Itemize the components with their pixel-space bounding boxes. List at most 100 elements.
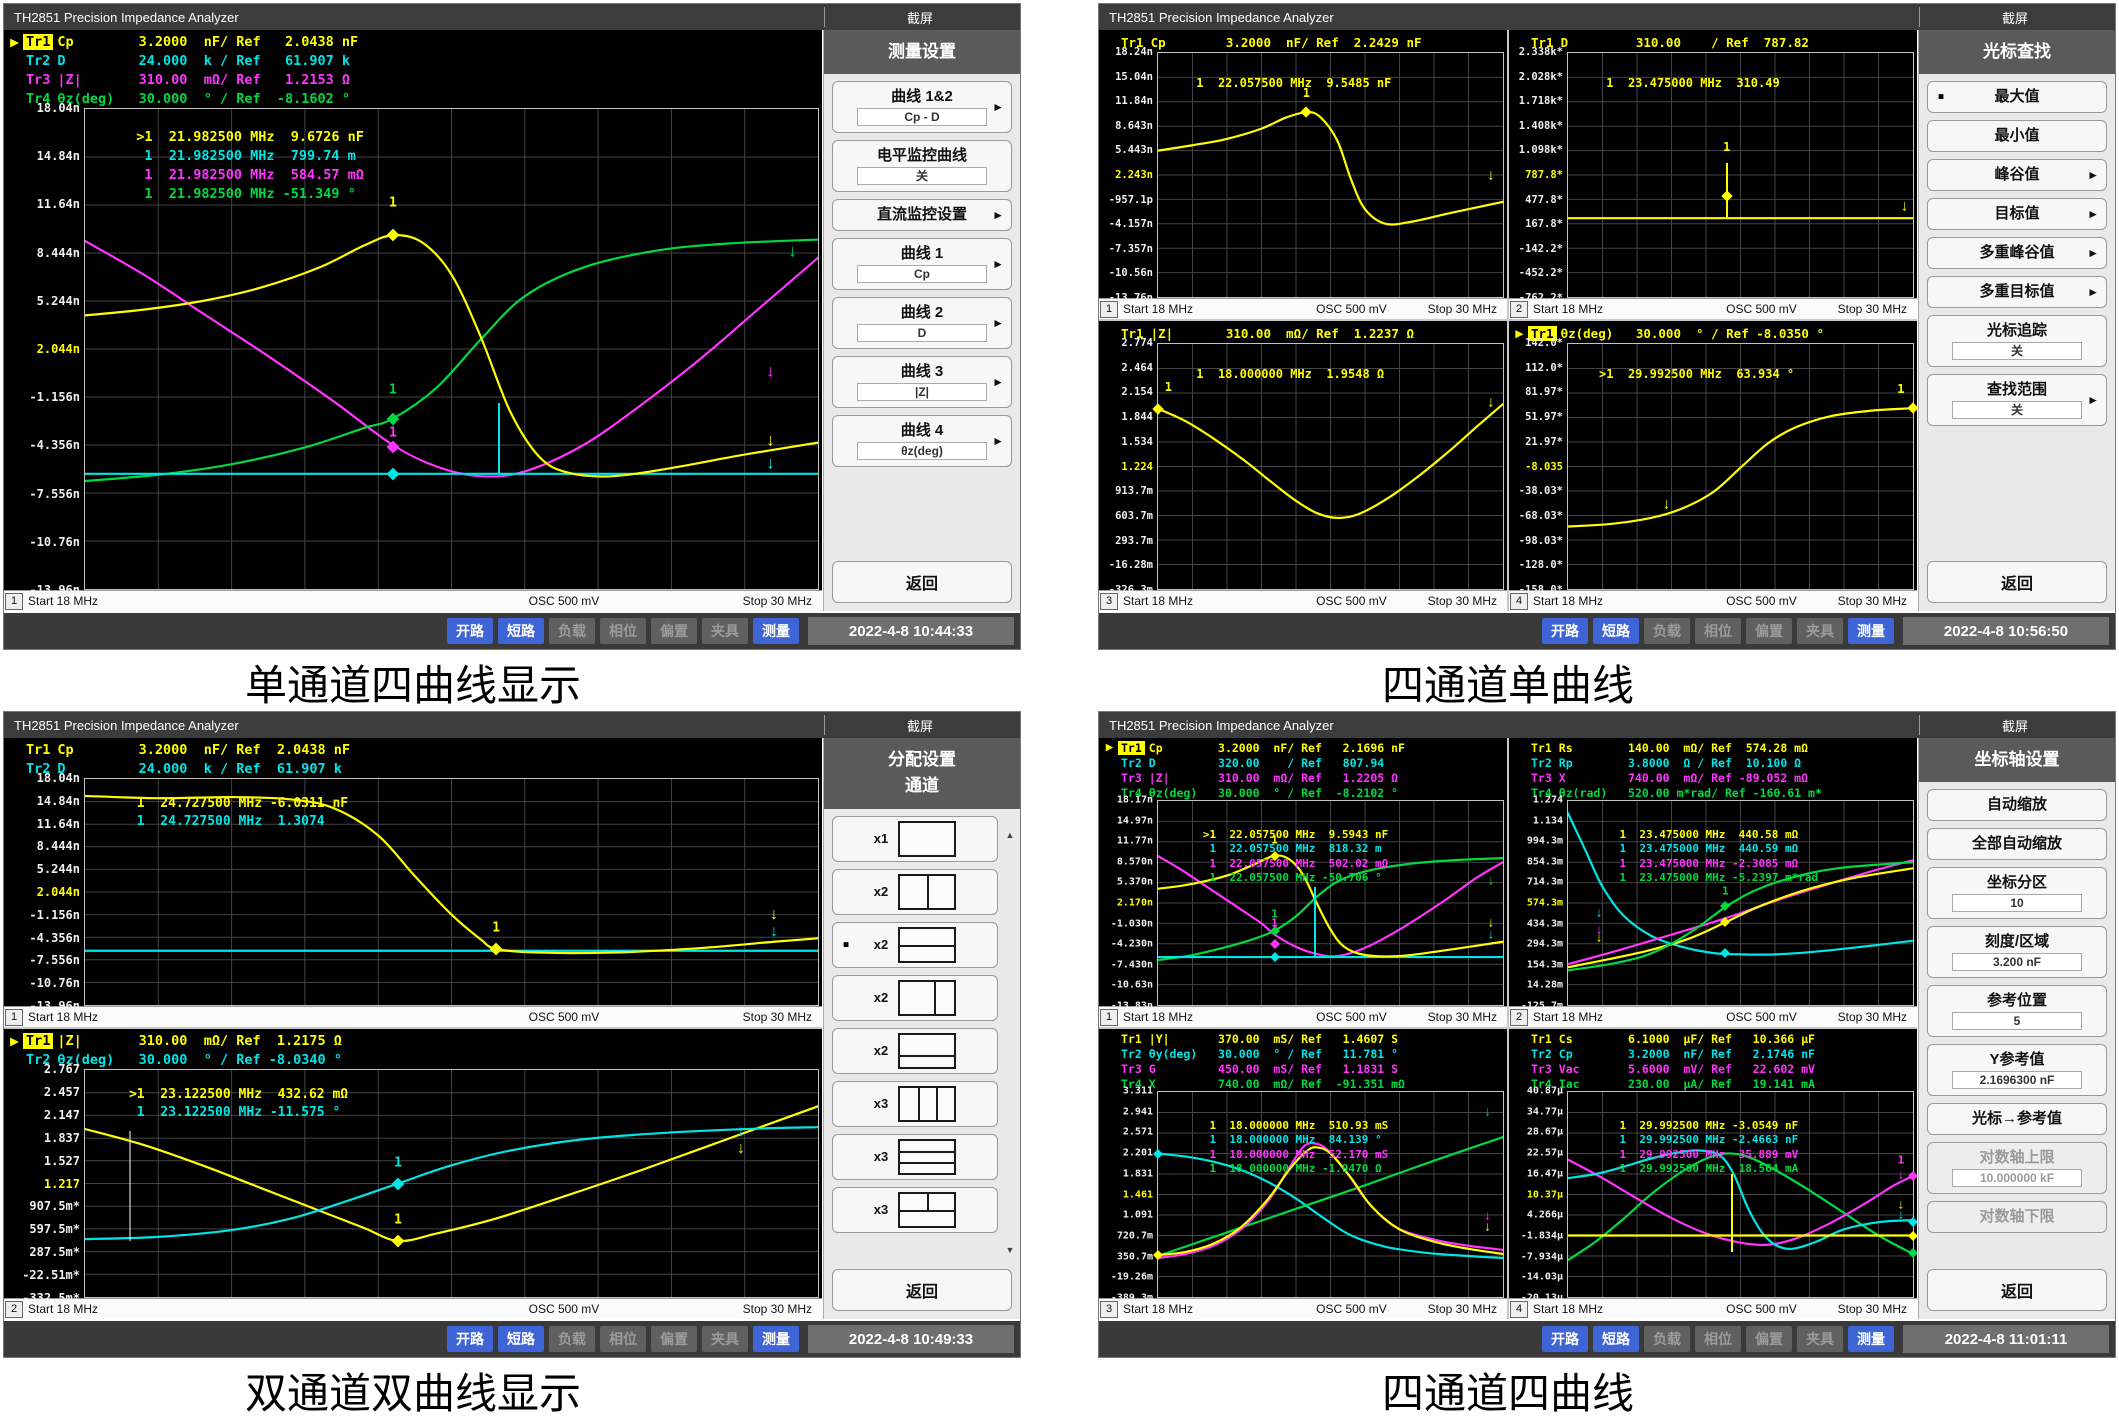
trace-row-1[interactable]: Tr1 Cs 6.1000 µF/ Ref 10.366 µF (1511, 1031, 1917, 1046)
screenshot-button[interactable]: 截屏 (824, 7, 1015, 27)
trace-row-1[interactable]: Tr1 Rs 140.00 mΩ/ Ref 574.28 mΩ (1511, 740, 1917, 755)
screenshot-button[interactable]: 截屏 (1919, 7, 2110, 27)
status-button[interactable]: 偏置 (651, 1326, 697, 1352)
status-button[interactable]: 夹具 (1797, 618, 1843, 644)
trace-row-2[interactable]: Tr2 Rp 3.8000 Ω / Ref 10.100 Ω (1511, 755, 1917, 770)
screenshot-button[interactable]: 截屏 (824, 715, 1015, 735)
menu-item-8[interactable]: x3 (832, 1186, 998, 1233)
status-button[interactable]: 短路 (498, 1326, 544, 1352)
trace-row-1[interactable]: ▶ Tr1 |Z| 310.00 mΩ/ Ref 1.2175 Ω (6, 1031, 822, 1050)
scroll-up-icon[interactable]: ▲ (1005, 830, 1015, 840)
menu-item-5[interactable]: 参考位置 5 (1927, 985, 2107, 1038)
menu-item-1[interactable]: 自动缩放 (1927, 789, 2107, 822)
status-button[interactable]: 相位 (600, 618, 646, 644)
trace-row-3[interactable]: Tr3 |Z| 310.00 mΩ/ Ref 1.2153 Ω (6, 70, 822, 89)
trace-row-4[interactable]: Tr4 θz(deg) 30.000 ° / Ref -8.1602 ° (6, 89, 822, 108)
menu-back-button[interactable]: 返回 (832, 561, 1012, 603)
status-button[interactable]: 负载 (549, 1326, 595, 1352)
menu-item-7[interactable]: 光标追踪关 (1927, 315, 2107, 368)
menu-item-2[interactable]: 电平监控曲线关 (832, 140, 1012, 193)
status-button[interactable]: 相位 (1695, 618, 1741, 644)
status-button[interactable]: 偏置 (1746, 618, 1792, 644)
trace-row-1[interactable]: Tr1 Cp 3.2000 nF/ Ref 2.0438 nF (6, 740, 822, 759)
menu-item-6[interactable]: 多重目标值 ► (1927, 276, 2107, 309)
trace-row-1[interactable]: Tr1 |Z| 310.00 mΩ/ Ref 1.2237 Ω (1101, 323, 1507, 343)
status-button[interactable]: 测量 (1848, 618, 1894, 644)
menu-item-6[interactable]: Y参考值 2.1696300 nF (1927, 1044, 2107, 1097)
trace-row-1[interactable]: ▶ Tr1 θz(deg) 30.000 ° / Ref -8.0350 ° (1511, 323, 1917, 343)
trace-row-1[interactable]: ▶ Tr1 Cp 3.2000 nF/ Ref 2.0438 nF (6, 32, 822, 51)
trace-row-3[interactable]: Tr3 G 450.00 mS/ Ref 1.1831 S (1101, 1061, 1507, 1076)
status-button[interactable]: 相位 (1695, 1326, 1741, 1352)
menu-item-7[interactable]: 曲线 4 θz(deg) ► (832, 415, 1012, 468)
status-button[interactable]: 相位 (600, 1326, 646, 1352)
menu-item-1[interactable]: x1 (832, 815, 998, 862)
trace-row-2[interactable]: Tr2 θy(deg) 30.000 ° / Ref 11.781 ° (1101, 1046, 1507, 1061)
trace-row-3[interactable]: Tr3 Vac 5.6000 mV/ Ref 22.602 mV (1511, 1061, 1917, 1076)
status-button[interactable]: 负载 (1644, 1326, 1690, 1352)
trace-readout: X 740.00 mΩ/ Ref -91.351 mΩ (1148, 1076, 1405, 1091)
menu-item-5[interactable]: 多重峰谷值 ► (1927, 237, 2107, 270)
status-button[interactable]: 夹具 (1797, 1326, 1843, 1352)
menu-item-2[interactable]: 最小值 (1927, 120, 2107, 153)
y-axis-label: 8.570n (1116, 856, 1153, 868)
menu-item-7[interactable]: x3 (832, 1133, 998, 1180)
menu-scrollbar[interactable]: ▲ ▼ (1003, 830, 1017, 1255)
screenshot-button[interactable]: 截屏 (1919, 715, 2110, 735)
menu-item-3[interactable]: 坐标分区 10 (1927, 867, 2107, 920)
status-button[interactable]: 测量 (753, 1326, 799, 1352)
status-button[interactable]: 偏置 (1746, 1326, 1792, 1352)
status-button[interactable]: 开路 (447, 618, 493, 644)
trace-row-4[interactable]: Tr4 θz(rad) 520.00 m*rad/ Ref -160.61 m* (1511, 785, 1917, 800)
menu-item-3[interactable]: 直流监控设置 ► (832, 199, 1012, 232)
status-button[interactable]: 偏置 (651, 618, 697, 644)
menu-item-2[interactable]: x2 (832, 868, 998, 915)
status-button[interactable]: 短路 (498, 618, 544, 644)
menu-item-4[interactable]: 目标值 ► (1927, 198, 2107, 231)
menu-item-6[interactable]: 曲线 3 |Z| ► (832, 356, 1012, 409)
status-button[interactable]: 夹具 (702, 618, 748, 644)
menu-back-button[interactable]: 返回 (1927, 1269, 2107, 1311)
menu-item-4[interactable]: x2 (832, 974, 998, 1021)
menu-back-button[interactable]: 返回 (1927, 561, 2107, 603)
trace-row-3[interactable]: Tr3 X 740.00 mΩ/ Ref -89.052 mΩ (1511, 770, 1917, 785)
status-button[interactable]: 测量 (753, 618, 799, 644)
menu-item-1[interactable]: 曲线 1&2 Cp - D ► (832, 81, 1012, 134)
trace-row-1[interactable]: Tr1 |Y| 370.00 mS/ Ref 1.4607 S (1101, 1031, 1507, 1046)
status-button[interactable]: 负载 (549, 618, 595, 644)
status-button[interactable]: 开路 (1542, 618, 1588, 644)
trace-row-2[interactable]: Tr2 D 320.00 / Ref 807.94 (1101, 755, 1507, 770)
menu-item-7[interactable]: 光标→参考值 (1927, 1103, 2107, 1136)
menu-back-button[interactable]: 返回 (832, 1269, 1012, 1311)
trace-row-2[interactable]: Tr2 Cp 3.2000 nF/ Ref 2.1746 nF (1511, 1046, 1917, 1061)
menu-item-4[interactable]: 刻度/区域 3.200 nF (1927, 926, 2107, 979)
trace-row-1[interactable]: Tr1 Cp 3.2000 nF/ Ref 2.2429 nF (1101, 32, 1507, 52)
status-button[interactable]: 夹具 (702, 1326, 748, 1352)
status-button[interactable]: 开路 (1542, 1326, 1588, 1352)
menu-item-4[interactable]: 曲线 1 Cp ► (832, 238, 1012, 291)
trace-row-2[interactable]: Tr2 θz(deg) 30.000 ° / Ref -8.0340 ° (6, 1050, 822, 1069)
status-button[interactable]: 短路 (1593, 1326, 1639, 1352)
trace-row-1[interactable]: ▶ Tr1 Cp 3.2000 nF/ Ref 2.1696 nF (1101, 740, 1507, 755)
status-button[interactable]: 开路 (447, 1326, 493, 1352)
menu-item-5[interactable]: 曲线 2 D ► (832, 297, 1012, 350)
trace-row-4[interactable]: Tr4 θz(deg) 30.000 ° / Ref -8.2102 ° (1101, 785, 1507, 800)
menu-item-5[interactable]: x2 (832, 1027, 998, 1074)
trace-row-4[interactable]: Tr4 Iac 230.00 µA/ Ref 19.141 mA (1511, 1076, 1917, 1091)
ref-level-arrow-icon: ↓ (1484, 1103, 1491, 1119)
menu-item-6[interactable]: x3 (832, 1080, 998, 1127)
status-button[interactable]: 负载 (1644, 618, 1690, 644)
menu-item-3[interactable]: 峰谷值 ► (1927, 159, 2107, 192)
scroll-down-icon[interactable]: ▼ (1005, 1245, 1015, 1255)
menu-item-2[interactable]: 全部自动缩放 (1927, 828, 2107, 861)
trace-row-4[interactable]: Tr4 X 740.00 mΩ/ Ref -91.351 mΩ (1101, 1076, 1507, 1091)
menu-item-8[interactable]: 查找范围关 ► (1927, 374, 2107, 427)
menu-item-1[interactable]: ■ 最大值 (1927, 81, 2107, 114)
trace-row-3[interactable]: Tr3 |Z| 310.00 mΩ/ Ref 1.2205 Ω (1101, 770, 1507, 785)
status-button[interactable]: 短路 (1593, 618, 1639, 644)
menu-item-3[interactable]: ■ x2 (832, 921, 998, 968)
trace-row-2[interactable]: Tr2 D 24.000 k / Ref 61.907 k (6, 51, 822, 70)
trace-row-2[interactable]: Tr2 D 24.000 k / Ref 61.907 k (6, 759, 822, 778)
trace-row-1[interactable]: Tr1 D 310.00 / Ref 787.82 (1511, 32, 1917, 52)
status-button[interactable]: 测量 (1848, 1326, 1894, 1352)
